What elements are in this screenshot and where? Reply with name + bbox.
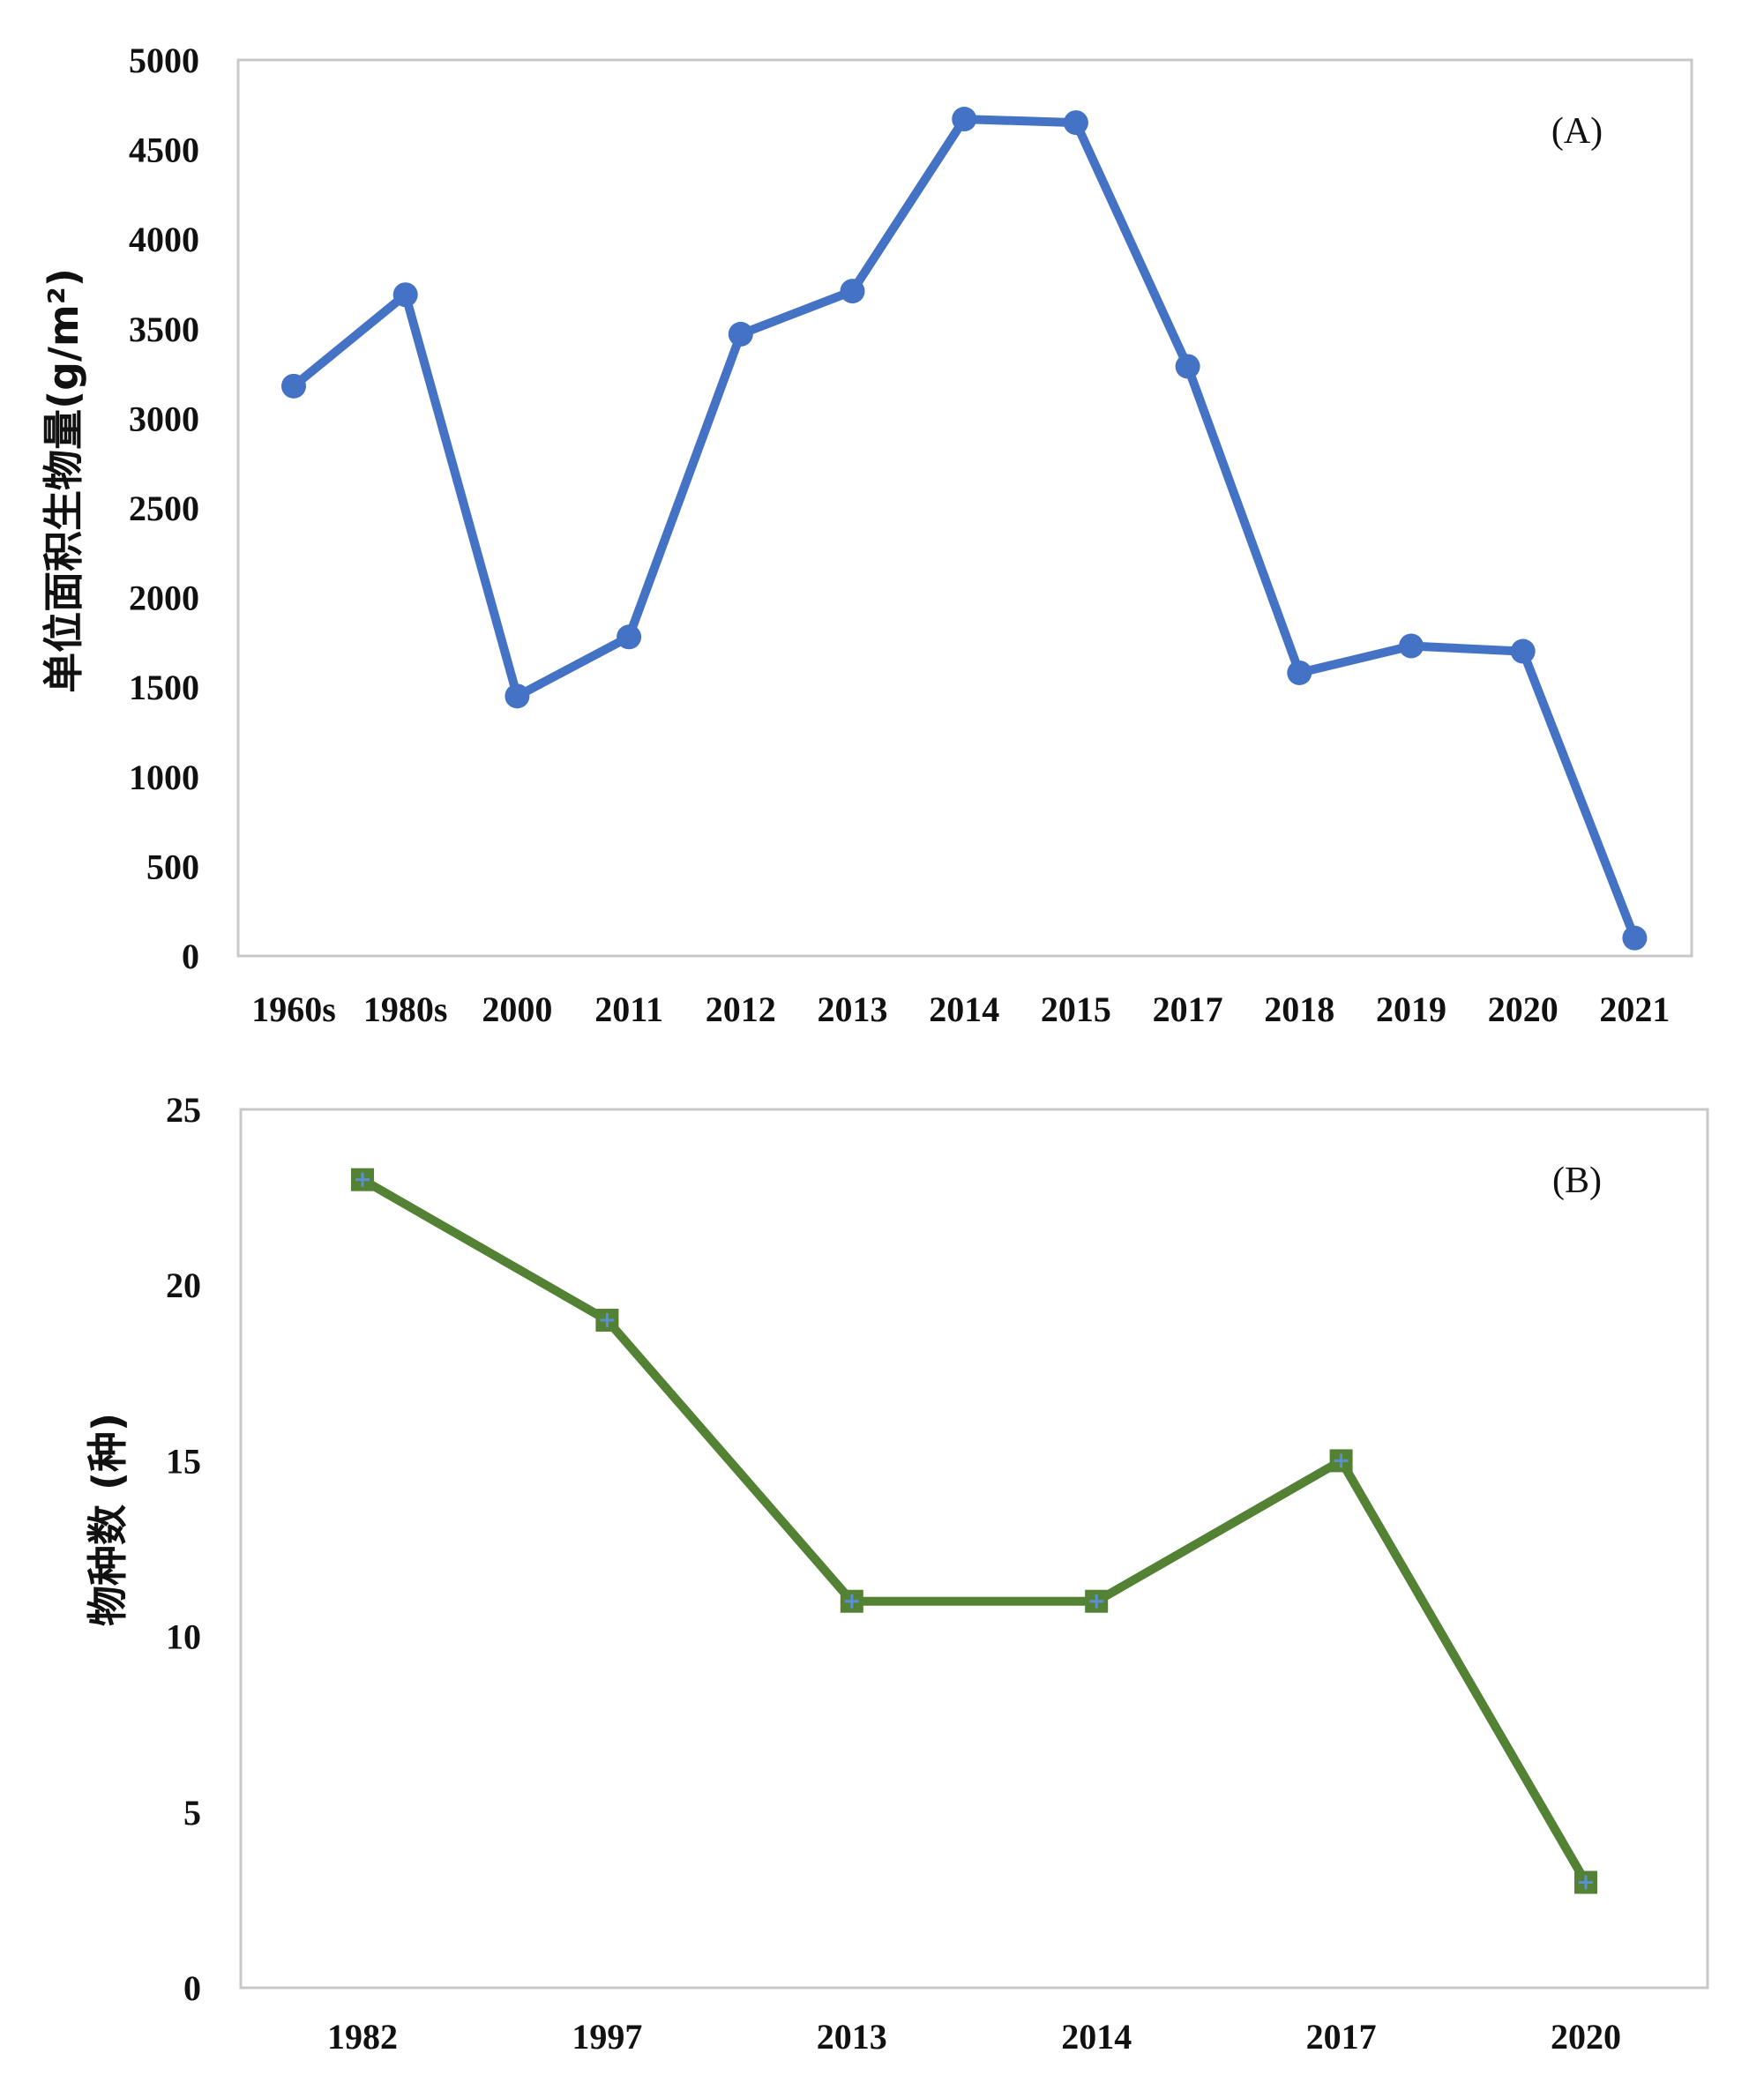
chart-b-data-point bbox=[840, 1589, 863, 1613]
chart-a-y-tick-label: 3500 bbox=[129, 310, 199, 349]
chart-a-y-tick-label: 3000 bbox=[129, 399, 199, 438]
chart-b-marker-plus bbox=[1579, 1875, 1593, 1890]
chart-b-y-tick-label: 20 bbox=[166, 1266, 201, 1305]
chart-a-data-point bbox=[952, 107, 977, 132]
chart-b-x-tick-label: 2017 bbox=[1306, 2017, 1377, 2057]
chart-b-x-tick-label: 2020 bbox=[1551, 2017, 1621, 2057]
chart-a-y-axis-label: 单位面积生物量(g/m²) bbox=[40, 268, 87, 693]
chart-a-y-tick-label: 1500 bbox=[129, 668, 199, 707]
chart-b-y-tick-label: 0 bbox=[183, 1968, 201, 2008]
chart-a-data-point bbox=[392, 282, 418, 308]
chart-a-x-tick-label: 2021 bbox=[1599, 989, 1670, 1029]
chart-panel-a: (A) 单位面积生物量(g/m²) 0 500 1000 1500 2000 2500 30… bbox=[40, 41, 1693, 1029]
chart-a-data-point bbox=[840, 279, 865, 304]
chart-a-x-tick-label: 2013 bbox=[818, 989, 888, 1029]
chart-a-y-ticks: 0 500 1000 1500 2000 2500 3000 3500 4000 4500 5000 bbox=[129, 41, 199, 976]
chart-a-data-point bbox=[1175, 354, 1200, 379]
chart-a-data-point bbox=[281, 373, 306, 399]
chart-b-marker-plus bbox=[600, 1313, 615, 1328]
chart-a-x-tick-label: 1980s bbox=[363, 989, 448, 1029]
chart-a-x-tick-label: 2014 bbox=[929, 989, 999, 1029]
chart-a-data-point bbox=[1510, 638, 1536, 664]
chart-b-y-tick-label: 5 bbox=[183, 1793, 201, 1833]
chart-a-data-point bbox=[1287, 660, 1312, 685]
chart-a-plot-frame bbox=[236, 58, 1693, 958]
chart-a-data-point bbox=[1399, 633, 1424, 659]
chart-a-x-tick-label: 2019 bbox=[1376, 989, 1446, 1029]
chart-a-series-line bbox=[289, 115, 1640, 943]
chart-b-series bbox=[351, 1168, 1597, 1894]
chart-a-x-tick-label: 2018 bbox=[1264, 989, 1334, 1029]
chart-a-y-tick-label: 2500 bbox=[129, 489, 199, 528]
chart-b-x-ticks: 1982 1997 2013 2014 2017 2020 bbox=[327, 2017, 1621, 2057]
chart-a-x-tick-label: 1960s bbox=[251, 989, 336, 1029]
chart-a-x-tick-label: 2015 bbox=[1041, 989, 1111, 1029]
chart-a-y-tick-label: 500 bbox=[146, 847, 199, 886]
chart-b-data-point bbox=[1574, 1870, 1597, 1894]
chart-b-marker-plus bbox=[1334, 1453, 1349, 1468]
chart-a-y-tick-label: 5000 bbox=[129, 41, 199, 80]
chart-b-plot-frame bbox=[239, 1108, 1709, 1990]
chart-a-data-point bbox=[1622, 925, 1648, 951]
chart-b-data-point bbox=[595, 1309, 619, 1333]
chart-a-x-tick-label: 2020 bbox=[1488, 989, 1558, 1029]
chart-panel-b: (B) 物种数 (种) 0 5 10 15 20 25 1982 1997 2013 2014 2… bbox=[84, 1090, 1709, 2057]
chart-b-x-tick-label: 1997 bbox=[572, 2017, 642, 2057]
chart-a-x-tick-label: 2017 bbox=[1153, 989, 1223, 1029]
chart-b-x-tick-label: 2013 bbox=[817, 2017, 887, 2057]
chart-a-y-tick-label: 2000 bbox=[129, 579, 199, 618]
chart-a-data-point bbox=[728, 321, 753, 347]
chart-a-x-tick-label: 2012 bbox=[706, 989, 776, 1029]
chart-a-y-tick-label: 4000 bbox=[129, 220, 199, 259]
chart-b-data-point bbox=[351, 1168, 374, 1191]
chart-b-x-tick-label: 2014 bbox=[1061, 2017, 1132, 2057]
chart-b-data-point bbox=[1329, 1449, 1353, 1473]
chart-b-y-tick-label: 10 bbox=[166, 1617, 201, 1657]
chart-a-data-point bbox=[1063, 110, 1088, 136]
chart-b-series-line bbox=[358, 1175, 1590, 1887]
chart-a-panel-label: (A) bbox=[1551, 111, 1603, 152]
chart-a-x-ticks: 1960s 1980s 2000 2011 2012 2013 2014 2015 2017 20… bbox=[251, 989, 1670, 1029]
chart-b-x-tick-label: 1982 bbox=[327, 2017, 398, 2057]
chart-a-x-tick-label: 2011 bbox=[594, 989, 663, 1029]
chart-a-y-tick-label: 1000 bbox=[129, 758, 199, 797]
chart-b-marker-plus bbox=[1089, 1594, 1104, 1609]
chart-b-marker-plus bbox=[355, 1172, 370, 1187]
chart-b-y-ticks: 0 5 10 15 20 25 bbox=[166, 1090, 201, 2008]
chart-a-series bbox=[281, 107, 1648, 951]
chart-b-panel-label: (B) bbox=[1552, 1161, 1602, 1201]
chart-b-data-point bbox=[1085, 1589, 1109, 1613]
chart-a-y-tick-label: 4500 bbox=[129, 131, 199, 170]
chart-a-data-point bbox=[505, 683, 530, 709]
chart-a-y-tick-label: 0 bbox=[182, 937, 199, 976]
chart-b-y-axis-label: 物种数 (种) bbox=[84, 1413, 131, 1626]
chart-a-x-tick-label: 2000 bbox=[482, 989, 552, 1029]
chart-b-y-tick-label: 15 bbox=[166, 1441, 201, 1481]
chart-b-y-tick-label: 25 bbox=[166, 1090, 201, 1130]
chart-b-marker-plus bbox=[844, 1594, 859, 1609]
chart-a-data-point bbox=[617, 624, 642, 650]
